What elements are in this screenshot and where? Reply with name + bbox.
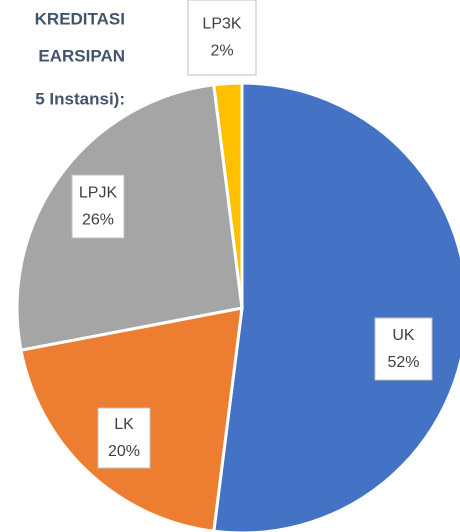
label-box xyxy=(97,407,151,469)
value-label: 26% xyxy=(82,212,114,229)
pie xyxy=(15,81,460,532)
label-box xyxy=(187,0,257,76)
value-label: 20% xyxy=(108,443,140,460)
wedge xyxy=(15,83,244,352)
title-line: KREDITASI xyxy=(35,9,125,28)
label-box xyxy=(71,174,125,239)
wedge xyxy=(212,81,460,532)
category-label: UK xyxy=(392,327,415,344)
category-label: LPJK xyxy=(79,185,118,202)
title-line: 5 Instansi): xyxy=(35,89,125,108)
value-label: 52% xyxy=(387,354,419,371)
value-label: 2% xyxy=(210,43,233,60)
category-label: LP3K xyxy=(202,16,241,33)
label-box xyxy=(374,317,433,381)
category-label: LK xyxy=(114,416,134,433)
title-line: EARSIPAN xyxy=(38,46,125,65)
wedge xyxy=(212,81,244,309)
